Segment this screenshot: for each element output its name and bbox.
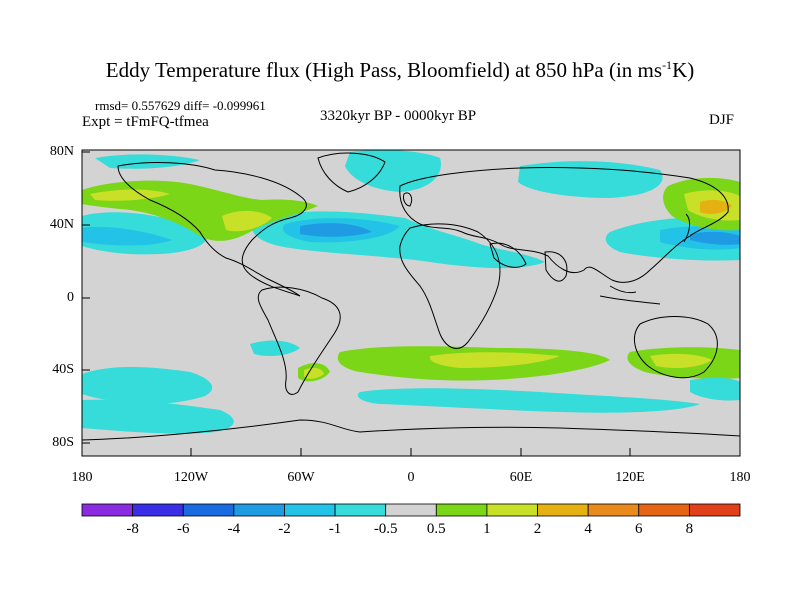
stats-text: rmsd= 0.557629 diff= -0.099961 <box>95 98 266 113</box>
colorbar-swatch <box>537 503 589 517</box>
s-ocean-cyan-right <box>690 377 740 401</box>
lat-label-80n: 80N <box>49 144 74 159</box>
colorbar-swatch <box>435 503 488 517</box>
colorbar-label: -8 <box>126 521 139 537</box>
colorbar-label: -6 <box>176 521 190 537</box>
n-pacific-east-blue <box>82 226 172 246</box>
axis-ticks <box>82 151 631 456</box>
eurasia-coast <box>399 167 729 283</box>
colorbar <box>81 503 741 517</box>
title-superscript: -1 <box>662 58 673 72</box>
lat-label-40s: 40S <box>52 362 74 377</box>
us-east-yellow <box>222 210 272 232</box>
colorbar-label: -0.5 <box>373 521 398 537</box>
north-america-coast <box>117 162 307 297</box>
coastlines <box>82 152 740 441</box>
lon-label-0: 0 <box>407 470 415 485</box>
season-label: DJF <box>709 112 735 128</box>
colorbar-label: -1 <box>328 521 342 537</box>
s-ocean-cyan-left <box>82 367 213 404</box>
colorbar-label: 0.5 <box>426 521 446 537</box>
arabia-coast <box>489 242 527 268</box>
colorbar-label: 1 <box>483 521 491 537</box>
map-title: Eddy Temperature flux (High Pass, Bloomf… <box>0 58 800 83</box>
lon-label-120w: 120W <box>173 470 209 485</box>
colorbar-label: 4 <box>584 521 592 537</box>
lat-label-80s: 80S <box>52 435 74 450</box>
title-text: Eddy Temperature flux (High Pass, Bloomf… <box>105 58 663 82</box>
lat-label-40n: 40N <box>49 217 74 232</box>
colorbar-swatch <box>638 503 690 517</box>
lat-label-0: 0 <box>67 290 74 305</box>
colorbar-label: -4 <box>227 521 241 537</box>
greenland-coast <box>317 152 386 193</box>
colorbar-swatch <box>334 503 387 517</box>
period-label: 3320kyr BP - 0000kyr BP <box>320 108 477 124</box>
colorbar-label: 8 <box>685 521 694 537</box>
colorbar-swatch <box>688 503 741 517</box>
lon-label-180-left: 180 <box>71 470 93 485</box>
s-ocean-cyan-mid <box>357 388 700 413</box>
colorbar-label: -2 <box>278 521 291 537</box>
colorbar-label: 2 <box>533 521 542 537</box>
colorbar-swatch <box>132 503 184 517</box>
south-america-coast <box>257 286 341 395</box>
w-pacific-orange <box>700 199 732 214</box>
n-atlantic-core <box>300 223 372 237</box>
indonesia-coast <box>599 285 661 305</box>
s-pacific-cyan <box>250 340 300 356</box>
india-coast <box>544 251 568 282</box>
n-pacific-west-core <box>690 231 740 245</box>
lon-label-120e: 120E <box>615 470 645 485</box>
australia-yellow <box>650 353 712 368</box>
colorbar-swatch <box>81 503 134 517</box>
lon-label-60e: 60E <box>509 470 533 485</box>
lon-label-60w: 60W <box>287 470 315 485</box>
s-atlantic-indian-yellow <box>429 352 560 368</box>
arctic-greenland-cyan <box>345 150 441 192</box>
japan-coast <box>683 213 691 243</box>
colorbar-swatch <box>486 503 538 517</box>
colorbar-label: 6 <box>635 521 643 537</box>
colorbar-swatch <box>284 503 336 517</box>
colorbar-swatch <box>182 503 235 517</box>
antarctica-coast <box>82 419 740 441</box>
uk-coast <box>403 192 413 207</box>
colorbar-swatch <box>385 503 437 517</box>
experiment-label: Expt = tFmFQ-tfmea <box>82 114 209 130</box>
title-end: K) <box>672 58 695 82</box>
n-america-yellow <box>90 189 170 201</box>
s-america-yellow <box>304 367 324 379</box>
australia-coast <box>633 316 718 379</box>
s-ocean-cyan-bottom <box>82 399 234 434</box>
lon-label-180-right: 180 <box>729 470 751 485</box>
africa-coast <box>399 223 501 349</box>
colorbar-swatch <box>587 503 640 517</box>
colorbar-swatch <box>233 503 285 517</box>
